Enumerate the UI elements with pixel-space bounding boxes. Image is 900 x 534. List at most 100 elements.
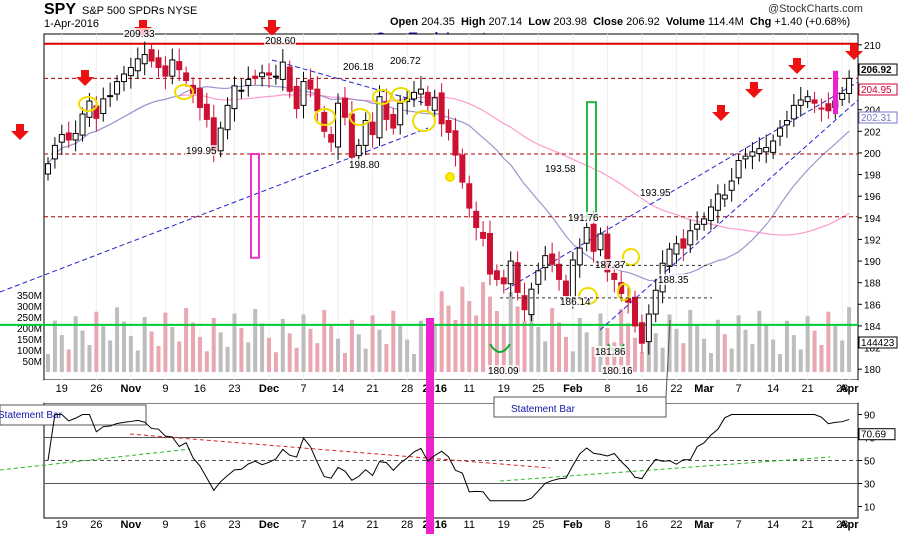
- volume-bar: [722, 334, 727, 372]
- chg-value: +1.40 (+0.68%): [774, 16, 851, 28]
- highlight-circle: [314, 108, 336, 126]
- price-label-bg: [544, 163, 576, 174]
- candle-body: [321, 111, 328, 132]
- statement-bar-note: [493, 396, 667, 418]
- indicator-trendline: [129, 433, 551, 469]
- volume-bar: [80, 330, 85, 372]
- date-axis-label: Mar: [694, 383, 714, 395]
- volume-bar: [577, 318, 582, 372]
- volume-bar: [356, 334, 361, 372]
- highlight-circle: [622, 248, 640, 266]
- trendline: [271, 59, 429, 105]
- volume-bar: [798, 349, 803, 372]
- price-label-bg: [559, 296, 591, 307]
- right-axis-marker-text: 202.31: [861, 113, 892, 124]
- candle-body: [348, 113, 355, 158]
- volume-bar: [626, 323, 631, 372]
- volume-bar: [467, 301, 472, 372]
- candle-body: [652, 289, 659, 315]
- volume-bar: [391, 310, 396, 372]
- volume-bar: [46, 354, 50, 372]
- sell-arrow-icon: [745, 82, 763, 98]
- volume-bar: [715, 319, 720, 372]
- candle-body: [314, 88, 321, 112]
- candle-body: [196, 88, 203, 109]
- candle-body: [51, 144, 58, 160]
- date-axis-label: 22: [670, 383, 682, 395]
- candle-body: [797, 99, 804, 106]
- indicator-date-axis-label: Feb: [563, 519, 583, 531]
- candle-body: [45, 163, 51, 175]
- volume-bar: [135, 350, 140, 372]
- volume-bar: [494, 311, 499, 372]
- volume-bar: [695, 324, 700, 372]
- indicator-date-axis-label: Nov: [120, 519, 142, 531]
- candle-body: [611, 272, 618, 280]
- indicator-date-axis-label: 23: [228, 519, 240, 531]
- volume-tick-label: 150M: [17, 335, 42, 346]
- volume-bar: [156, 345, 161, 372]
- price-tick-label: 198: [864, 171, 881, 182]
- candle-body: [134, 58, 141, 72]
- candle-body: [341, 97, 348, 118]
- candle-body: [549, 253, 556, 265]
- price-label: 180.16: [602, 366, 633, 377]
- volume-bar: [191, 322, 196, 372]
- statement-bar-highlight: [426, 318, 434, 534]
- candle-body: [390, 114, 397, 129]
- price-tick-label: 186: [864, 300, 881, 311]
- indicator-date-axis-label: 16: [194, 519, 206, 531]
- price-label-bg: [389, 55, 421, 66]
- candle-body: [493, 270, 500, 280]
- indicator-date-axis-label: 19: [56, 519, 68, 531]
- candle-body: [335, 102, 342, 148]
- volume-tick-label: 100M: [17, 346, 42, 357]
- ma50-line: [47, 94, 850, 236]
- bottom-arc: [489, 343, 511, 353]
- price-tick-label: 192: [864, 235, 881, 246]
- volume-bar: [377, 329, 382, 372]
- candle-body: [265, 72, 272, 76]
- volume-bar: [398, 325, 403, 372]
- volume-bar: [73, 316, 78, 372]
- volume-bar: [474, 315, 479, 372]
- candle-body: [804, 96, 811, 103]
- candle-body: [507, 260, 514, 285]
- close-value: 206.92: [626, 16, 660, 28]
- volume-bar: [487, 296, 492, 372]
- candle-body: [445, 120, 452, 133]
- statement-bar-note: [0, 404, 147, 426]
- candle-body: [72, 132, 79, 141]
- high-value: 207.14: [488, 16, 523, 28]
- volume-bar: [633, 337, 638, 372]
- volume-bar: [784, 320, 789, 372]
- candle-body: [770, 140, 777, 153]
- date-axis-label: 28: [401, 383, 413, 395]
- candle-body: [542, 255, 549, 269]
- date-axis-label: Feb: [563, 383, 583, 395]
- sell-arrow-icon: [76, 70, 94, 86]
- candle-body: [162, 65, 169, 77]
- candle-body: [735, 160, 742, 179]
- date-axis-label: 19: [498, 383, 510, 395]
- candle-body: [369, 121, 376, 136]
- indicator-date-axis-label: 22: [670, 519, 682, 531]
- candle-body: [480, 231, 487, 239]
- indicator-date-axis-label: 14: [332, 519, 344, 531]
- volume-bar: [66, 349, 71, 372]
- volume-bar: [736, 315, 741, 372]
- volume-bar: [660, 347, 665, 372]
- open-label: Open: [390, 16, 419, 28]
- candle-body: [486, 232, 493, 275]
- price-tick-label: 182: [864, 344, 881, 355]
- candle-body: [279, 61, 286, 80]
- price-tick-label: 196: [864, 192, 881, 203]
- low-label: Low: [528, 16, 551, 28]
- volume-bar: [667, 314, 672, 372]
- volume-tick-label: 300M: [17, 302, 42, 313]
- volume-bar: [52, 320, 57, 372]
- volume-bar: [750, 344, 755, 372]
- low-value: 203.98: [553, 16, 587, 28]
- volume-bar: [412, 354, 417, 372]
- indicator-date-axis-label: 7: [300, 519, 306, 531]
